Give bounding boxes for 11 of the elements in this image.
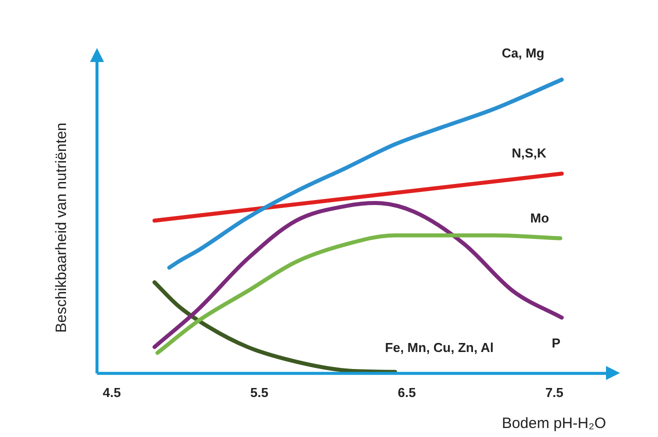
series-label: N,S,K <box>512 146 548 161</box>
x-axis-title: Bodem pH-H₂O <box>502 415 606 432</box>
x-tick-label: 6.5 <box>398 384 416 400</box>
series-label: Ca, Mg <box>502 46 544 61</box>
x-tick-label: 4.5 <box>102 384 121 400</box>
x-tick-label: 5.5 <box>250 384 268 400</box>
series-label: Mo <box>530 210 550 226</box>
series-label: P <box>552 336 561 351</box>
y-axis-title: Beschikbaarheid van nutriënten <box>53 122 70 333</box>
series-label: Fe, Mn, Cu, Zn, Al <box>385 340 494 355</box>
x-tick-label: 7.5 <box>545 384 564 400</box>
